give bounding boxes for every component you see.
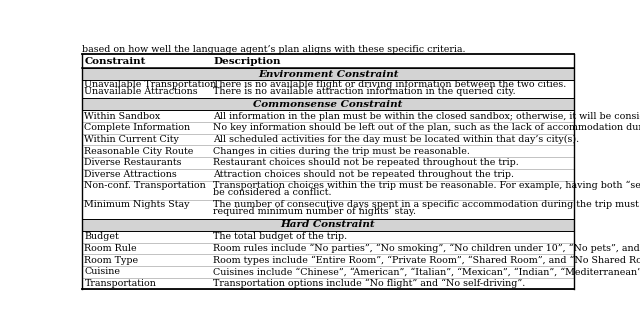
Text: required minimum number of nights’ stay.: required minimum number of nights’ stay. [213,207,417,216]
Bar [83,68,573,80]
Text: The number of consecutive days spent in a specific accommodation during the trip: The number of consecutive days spent in … [213,200,640,209]
Bar [83,54,573,68]
Text: Unavailable Transportation: Unavailable Transportation [84,80,217,89]
Text: based on how well the language agent’s plan aligns with these specific criteria.: based on how well the language agent’s p… [83,45,466,54]
Text: Within Sandbox: Within Sandbox [84,112,161,121]
Text: Room Type: Room Type [84,256,139,265]
Text: Attraction choices should not be repeated throughout the trip.: Attraction choices should not be repeate… [213,170,515,179]
Text: Non-conf. Transportation: Non-conf. Transportation [84,181,206,190]
Text: Minimum Nights Stay: Minimum Nights Stay [84,200,190,209]
Text: Restaurant choices should not be repeated throughout the trip.: Restaurant choices should not be repeate… [213,158,519,167]
Text: Hard Constraint: Hard Constraint [281,220,375,229]
Text: All scheduled activities for the day must be located within that day’s city(s).: All scheduled activities for the day mus… [213,135,580,144]
Text: Commonsense Constraint: Commonsense Constraint [253,100,403,109]
Text: Transportation choices within the trip must be reasonable. For example, having b: Transportation choices within the trip m… [213,180,640,190]
Text: Transportation: Transportation [84,279,156,288]
Text: Room rules include “No parties”, “No smoking”, “No children under 10”, “No pets”: Room rules include “No parties”, “No smo… [213,244,640,253]
Text: All information in the plan must be within the closed sandbox; otherwise, it wil: All information in the plan must be with… [213,112,640,121]
Text: Reasonable City Route: Reasonable City Route [84,147,194,156]
Text: Complete Information: Complete Information [84,123,191,132]
Text: Transportation options include “No flight” and “No self-driving”.: Transportation options include “No fligh… [213,279,525,288]
Bar [83,98,573,110]
Text: Environment Constraint: Environment Constraint [258,70,398,79]
Text: There is no available flight or driving information between the two cities.: There is no available flight or driving … [213,80,566,89]
Text: Diverse Attractions: Diverse Attractions [84,170,177,179]
Text: Unavailable Attractions: Unavailable Attractions [84,87,198,96]
Text: Cuisines include “Chinese”, “American”, “Italian”, “Mexican”, “Indian”, “Mediter: Cuisines include “Chinese”, “American”, … [213,267,640,276]
Text: There is no available attraction information in the queried city.: There is no available attraction informa… [213,87,516,96]
Text: Room types include “Entire Room”, “Private Room”, “Shared Room”, and “No Shared : Room types include “Entire Room”, “Priva… [213,256,640,265]
Text: Constraint: Constraint [84,57,146,66]
Text: Room Rule: Room Rule [84,244,137,253]
Text: The total budget of the trip.: The total budget of the trip. [213,232,348,241]
Text: Cuisine: Cuisine [84,267,120,276]
Text: Budget: Budget [84,232,119,241]
Text: be considered a conflict.: be considered a conflict. [213,188,332,197]
Bar [83,219,573,231]
Text: Within Current City: Within Current City [84,135,179,144]
Text: Diverse Restaurants: Diverse Restaurants [84,158,182,167]
Text: Description: Description [213,57,281,66]
Text: Changes in cities during the trip must be reasonable.: Changes in cities during the trip must b… [213,147,470,156]
Text: No key information should be left out of the plan, such as the lack of accommoda: No key information should be left out of… [213,123,640,132]
